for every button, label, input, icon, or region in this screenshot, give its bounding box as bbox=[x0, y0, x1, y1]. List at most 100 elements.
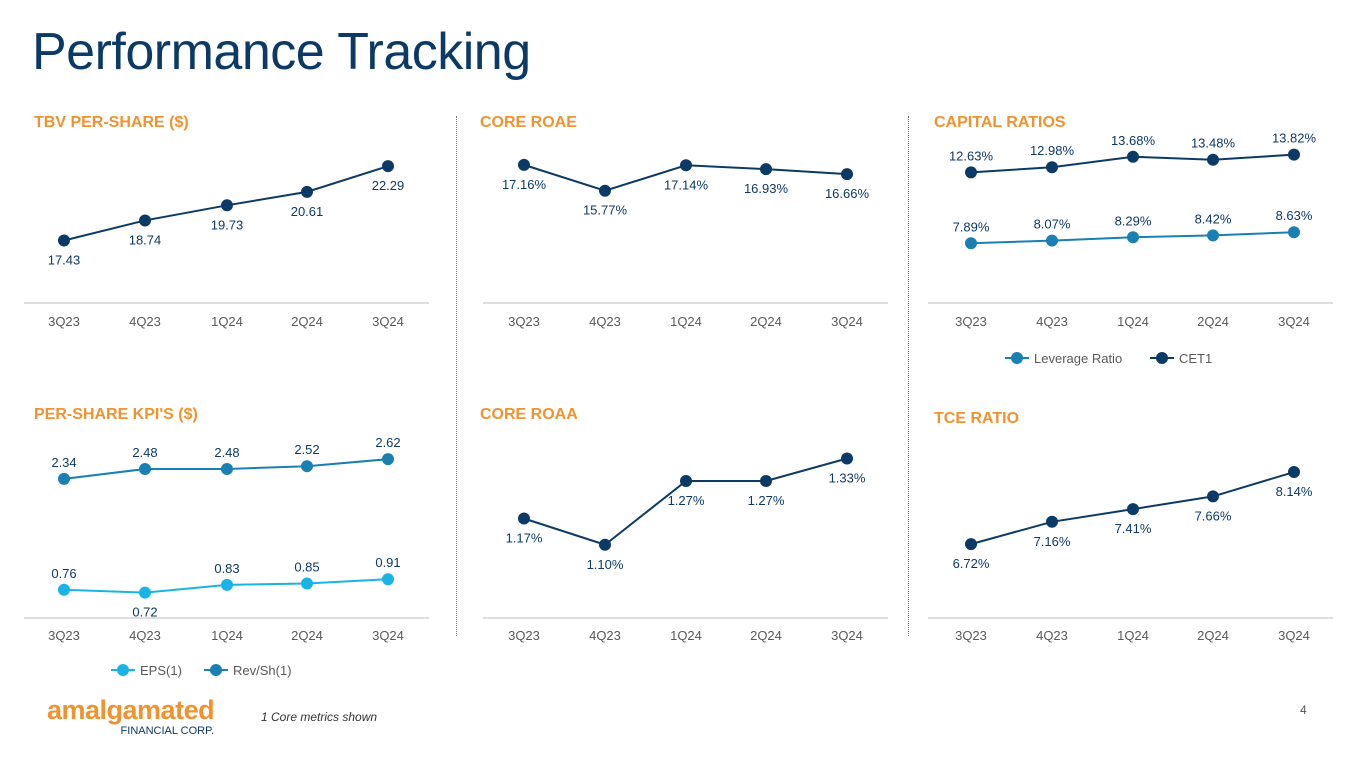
chart-title-tbv: TBV PER-SHARE ($) bbox=[34, 114, 189, 131]
x-tick-label: 4Q23 bbox=[129, 628, 161, 643]
logo-subtitle: FINANCIAL CORP. bbox=[120, 725, 215, 737]
data-label: 1.10% bbox=[587, 557, 624, 572]
x-tick-label: 2Q24 bbox=[291, 314, 323, 329]
data-point bbox=[760, 475, 772, 487]
chart-title-per-share-kpis: PER-SHARE KPI'S ($) bbox=[34, 406, 198, 423]
data-label: 6.72% bbox=[953, 556, 990, 571]
x-tick-label: 1Q24 bbox=[211, 628, 243, 643]
legend-label: CET1 bbox=[1179, 351, 1212, 366]
data-point bbox=[1207, 490, 1219, 503]
data-point bbox=[965, 237, 977, 250]
data-label: 17.16% bbox=[502, 177, 547, 192]
data-label: 1.33% bbox=[829, 471, 866, 486]
page-title: Performance Tracking bbox=[32, 23, 531, 81]
data-point bbox=[599, 538, 611, 551]
data-point bbox=[301, 460, 313, 473]
data-label: 0.85 bbox=[294, 559, 319, 574]
x-tick-label: 4Q23 bbox=[1036, 314, 1068, 329]
x-tick-label: 3Q23 bbox=[48, 628, 80, 643]
data-label: 22.29 bbox=[372, 178, 405, 193]
data-label: 0.91 bbox=[375, 555, 400, 570]
data-point bbox=[1288, 148, 1300, 161]
data-label: 7.66% bbox=[1195, 508, 1232, 523]
data-point bbox=[1046, 515, 1058, 528]
x-tick-label: 4Q23 bbox=[589, 314, 621, 329]
data-label: 2.48 bbox=[214, 445, 239, 460]
x-tick-label: 3Q23 bbox=[508, 628, 540, 643]
x-tick-label: 1Q24 bbox=[1117, 314, 1149, 329]
tbv-per-share-chart: 3Q23 4Q23 1Q24 2Q24 3Q24 17.43 18.74 19.73 20.61… bbox=[24, 160, 429, 329]
data-point bbox=[1046, 234, 1058, 247]
data-point bbox=[518, 158, 530, 171]
data-label: 8.29% bbox=[1115, 213, 1152, 228]
data-point bbox=[1127, 150, 1139, 163]
x-tick-label: 2Q24 bbox=[1197, 314, 1229, 329]
data-point bbox=[1207, 153, 1219, 166]
data-label: 2.62 bbox=[375, 435, 400, 450]
data-point bbox=[139, 463, 151, 475]
x-tick-label: 3Q24 bbox=[831, 314, 863, 329]
page-number: 4 bbox=[1300, 703, 1307, 717]
data-label: 2.34 bbox=[51, 455, 76, 470]
data-label: 18.74 bbox=[129, 232, 162, 247]
data-point bbox=[58, 472, 70, 485]
data-point bbox=[518, 512, 530, 525]
data-label: 1.27% bbox=[748, 493, 785, 508]
core-roaa-chart: 3Q23 4Q23 1Q24 2Q24 3Q24 1.17% 1.10% 1.27% 1.27%… bbox=[483, 452, 888, 643]
x-tick-label: 3Q24 bbox=[1278, 314, 1310, 329]
chart-title-capital-ratios: CAPITAL RATIOS bbox=[934, 114, 1066, 131]
panel-separator bbox=[908, 116, 909, 636]
x-tick-label: 1Q24 bbox=[670, 628, 702, 643]
data-point bbox=[599, 184, 611, 197]
data-point bbox=[1127, 231, 1139, 244]
x-tick-label: 2Q24 bbox=[750, 314, 782, 329]
data-point bbox=[680, 159, 692, 172]
amalgamated-logo: amalgamated FINANCIAL CORP. bbox=[47, 695, 215, 738]
data-point bbox=[221, 463, 233, 475]
data-label: 17.43 bbox=[48, 252, 81, 267]
legend-marker bbox=[117, 664, 129, 676]
panel-separator bbox=[456, 116, 457, 636]
data-label: 16.66% bbox=[825, 186, 870, 201]
data-point bbox=[58, 234, 70, 247]
data-label: 0.72 bbox=[132, 605, 157, 620]
data-label: 8.07% bbox=[1034, 217, 1071, 232]
legend-marker bbox=[1156, 352, 1168, 364]
x-tick-label: 3Q24 bbox=[831, 628, 863, 643]
data-point bbox=[841, 452, 853, 465]
footnote: 1 Core metrics shown bbox=[261, 710, 378, 724]
data-label: 15.77% bbox=[583, 203, 628, 218]
data-point bbox=[1288, 226, 1300, 239]
legend-label: EPS(1) bbox=[140, 663, 182, 678]
data-point bbox=[139, 214, 151, 227]
data-point bbox=[221, 199, 233, 212]
legend-marker bbox=[1011, 352, 1023, 364]
logo-wordmark: amalgamated bbox=[47, 695, 215, 725]
data-label: 2.48 bbox=[132, 445, 157, 460]
data-point bbox=[1046, 161, 1058, 174]
data-label: 19.73 bbox=[211, 217, 244, 232]
data-point bbox=[1207, 229, 1219, 242]
data-label: 12.63% bbox=[949, 148, 994, 163]
data-label: 12.98% bbox=[1030, 143, 1075, 158]
data-label: 13.68% bbox=[1111, 133, 1156, 148]
data-label: 7.89% bbox=[953, 219, 990, 234]
x-tick-label: 1Q24 bbox=[670, 314, 702, 329]
data-label: 1.27% bbox=[668, 493, 705, 508]
data-point bbox=[301, 577, 313, 590]
data-point bbox=[139, 586, 151, 599]
x-tick-label: 3Q23 bbox=[48, 314, 80, 329]
x-tick-label: 3Q23 bbox=[955, 628, 987, 643]
data-point bbox=[1127, 503, 1139, 516]
data-label: 0.83 bbox=[214, 561, 239, 576]
chart-title-roaa: CORE ROAA bbox=[480, 406, 578, 423]
x-tick-label: 4Q23 bbox=[1036, 628, 1068, 643]
data-point bbox=[382, 573, 394, 586]
data-label: 2.52 bbox=[294, 442, 319, 457]
data-point bbox=[965, 538, 977, 551]
data-point bbox=[301, 185, 313, 198]
data-point bbox=[58, 583, 70, 596]
data-point bbox=[965, 166, 977, 179]
x-tick-label: 2Q24 bbox=[291, 628, 323, 643]
chart-title-tce-ratio: TCE RATIO bbox=[934, 410, 1020, 427]
